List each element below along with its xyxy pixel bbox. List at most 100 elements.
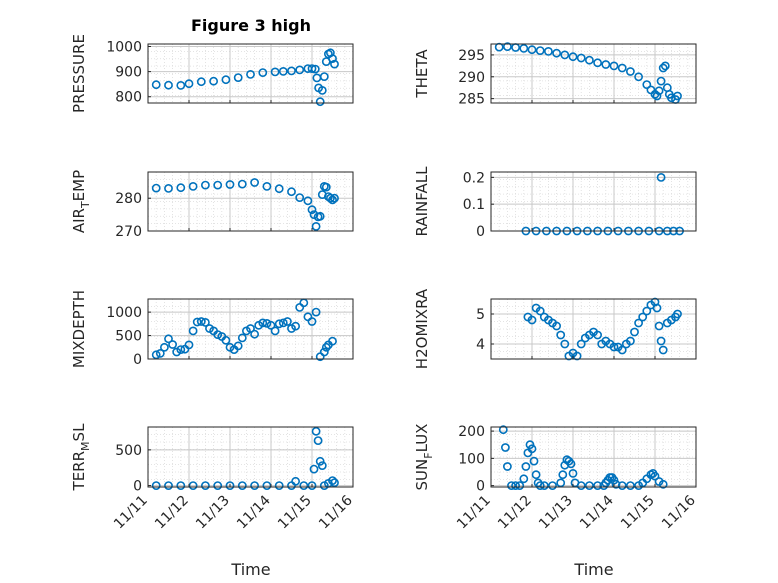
data-point <box>176 481 186 490</box>
data-point <box>313 436 323 445</box>
data-point <box>246 324 255 333</box>
data-point <box>576 339 586 349</box>
data-point <box>184 340 194 350</box>
data-point <box>535 481 545 490</box>
y-tick-label: 0.2 <box>463 170 485 186</box>
y-tick-label: 500 <box>115 329 142 345</box>
subplot-3: 270 280 AIRTEMP <box>70 170 354 240</box>
data-point <box>262 318 272 328</box>
data-point <box>237 179 247 189</box>
data-point <box>531 470 541 480</box>
y-tick-label: 5 <box>476 307 485 323</box>
data-point <box>200 180 210 190</box>
axes-frame <box>147 426 354 488</box>
y-tick-label: 0.1 <box>463 197 485 213</box>
data-point <box>500 443 510 452</box>
data-point <box>656 172 666 182</box>
data-point <box>609 342 619 352</box>
y-tick-label: 100 <box>458 451 485 467</box>
data-point <box>325 193 335 203</box>
data-point <box>658 345 668 355</box>
data-point <box>250 178 259 187</box>
data-point <box>315 456 325 466</box>
data-point <box>556 330 566 340</box>
data-point <box>262 181 272 191</box>
data-point <box>527 45 537 55</box>
data-point <box>184 79 194 89</box>
data-point <box>307 317 317 326</box>
data-point <box>321 342 331 352</box>
data-point <box>568 468 578 478</box>
data-point <box>311 221 321 231</box>
data-point <box>258 68 268 77</box>
data-point <box>196 77 206 87</box>
data-point <box>502 462 512 471</box>
data-point <box>213 481 223 490</box>
data-point <box>317 86 327 95</box>
y-axis-label: THETA <box>413 49 431 99</box>
data-point <box>287 66 296 76</box>
data-point <box>196 317 206 326</box>
data-point <box>330 59 339 69</box>
data-point <box>291 321 300 331</box>
data-point <box>638 312 648 322</box>
data-point <box>192 317 202 327</box>
y-tick-label: 500 <box>115 443 142 459</box>
data-point <box>307 205 317 215</box>
data-point <box>315 97 325 107</box>
data-point <box>270 326 280 336</box>
data-point <box>221 335 231 345</box>
data-point <box>658 479 668 489</box>
data-point <box>609 61 619 71</box>
data-point <box>511 481 520 490</box>
data-point <box>521 462 531 471</box>
axes-frame <box>490 426 697 488</box>
data-point <box>317 461 327 470</box>
data-point <box>626 336 635 346</box>
x-axis-label-right: Time <box>573 560 613 579</box>
axes-frame <box>490 43 697 104</box>
data-point <box>328 336 337 346</box>
data-point <box>311 307 321 317</box>
figure-title: Figure 3 high <box>191 16 311 35</box>
y-tick-label: 4 <box>476 337 485 353</box>
y-axis-label: TERRMSL <box>70 423 92 492</box>
data-point <box>560 50 570 60</box>
data-point <box>287 187 296 197</box>
data-point <box>176 81 186 90</box>
data-point <box>652 91 662 101</box>
data-point <box>548 481 557 490</box>
y-tick-label: 280 <box>115 191 142 207</box>
data-point <box>303 196 313 206</box>
data-point <box>654 86 664 96</box>
data-point <box>213 180 223 190</box>
data-point <box>209 76 218 86</box>
y-tick-label: 285 <box>458 92 485 108</box>
data-point <box>319 72 329 81</box>
data-point <box>328 476 337 485</box>
data-point <box>642 80 652 89</box>
y-axis-label: MIXDEPTH <box>70 290 88 368</box>
data-point <box>159 342 169 352</box>
data-point <box>650 471 660 481</box>
data-point <box>626 481 635 490</box>
data-point <box>330 193 339 203</box>
y-tick-label: 1000 <box>106 40 142 56</box>
data-point <box>593 481 602 490</box>
data-point <box>200 481 210 490</box>
data-point <box>246 70 255 79</box>
data-point <box>539 481 549 490</box>
y-tick-label: 295 <box>458 48 485 64</box>
y-tick-label: 200 <box>458 424 485 440</box>
data-point <box>660 61 670 71</box>
data-point <box>176 345 186 354</box>
data-point <box>507 481 516 490</box>
subplot-2: 285 290 295 THETA <box>413 42 697 108</box>
data-point <box>568 52 578 62</box>
y-tick-label: 270 <box>115 224 142 240</box>
data-point <box>164 481 173 490</box>
data-point <box>307 64 317 73</box>
data-point <box>307 481 317 490</box>
data-point <box>552 321 561 331</box>
data-point <box>225 481 235 490</box>
